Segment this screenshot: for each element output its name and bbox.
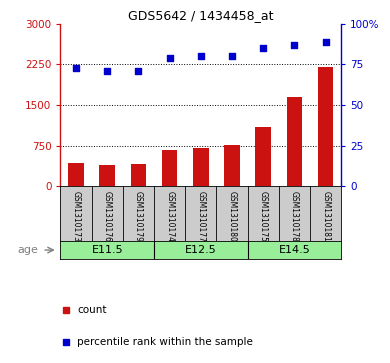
Text: E14.5: E14.5	[278, 245, 310, 255]
Text: GSM1310178: GSM1310178	[290, 191, 299, 242]
Text: E11.5: E11.5	[91, 245, 123, 255]
Point	[323, 38, 329, 44]
Point	[260, 45, 266, 51]
Title: GDS5642 / 1434458_at: GDS5642 / 1434458_at	[128, 9, 274, 23]
Text: count: count	[77, 305, 107, 315]
Point	[291, 42, 298, 48]
Text: GSM1310176: GSM1310176	[103, 191, 112, 242]
Bar	[287, 97, 302, 187]
Text: GSM1310174: GSM1310174	[165, 191, 174, 242]
Text: GSM1310173: GSM1310173	[71, 191, 81, 242]
Text: GSM1310179: GSM1310179	[134, 191, 143, 242]
Text: percentile rank within the sample: percentile rank within the sample	[77, 337, 253, 347]
Text: age: age	[17, 245, 38, 255]
Text: E12.5: E12.5	[185, 245, 217, 255]
Point	[73, 65, 79, 70]
Text: GSM1310180: GSM1310180	[227, 191, 237, 242]
Bar	[193, 148, 209, 187]
Text: GSM1310175: GSM1310175	[259, 191, 268, 242]
Point	[135, 68, 142, 74]
Point	[167, 55, 173, 61]
Bar	[131, 164, 146, 187]
Bar	[68, 163, 84, 187]
Point	[198, 53, 204, 59]
Bar	[255, 127, 271, 187]
Bar	[99, 165, 115, 187]
Point	[229, 53, 235, 59]
Bar	[162, 150, 177, 187]
Bar	[224, 145, 240, 187]
Point	[104, 68, 110, 74]
Bar	[318, 67, 333, 187]
Text: GSM1310177: GSM1310177	[196, 191, 206, 242]
Text: GSM1310181: GSM1310181	[321, 191, 330, 241]
